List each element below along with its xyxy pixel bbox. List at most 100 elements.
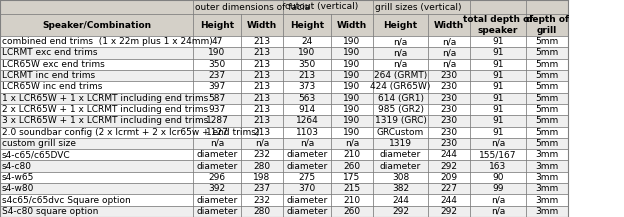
Bar — [526, 59, 568, 70]
Text: 230: 230 — [441, 128, 457, 137]
Bar — [470, 183, 526, 194]
Bar — [331, 47, 373, 59]
Text: 1287: 1287 — [205, 116, 228, 125]
Text: combined end trims  (1 x 22m plus 1 x 24mm): combined end trims (1 x 22m plus 1 x 24m… — [2, 37, 213, 46]
Text: 382: 382 — [392, 184, 409, 193]
Bar — [526, 183, 568, 194]
Text: diameter: diameter — [286, 207, 328, 216]
Bar — [193, 183, 241, 194]
Bar — [283, 81, 331, 93]
Text: 1127: 1127 — [205, 128, 228, 137]
Text: 1319 (GRC): 1319 (GRC) — [374, 116, 426, 125]
Text: custom grill size: custom grill size — [2, 139, 76, 148]
Bar — [428, 149, 470, 160]
Bar — [283, 194, 331, 206]
Text: 213: 213 — [253, 71, 271, 80]
Text: s4-c65/c65DVC: s4-c65/c65DVC — [2, 150, 71, 159]
Bar — [331, 149, 373, 160]
Text: 264 (GRMT): 264 (GRMT) — [374, 71, 427, 80]
Bar — [193, 138, 241, 149]
Text: n/a: n/a — [255, 139, 269, 148]
Text: 91: 91 — [492, 94, 504, 103]
Bar — [470, 206, 526, 217]
Bar — [331, 183, 373, 194]
Text: 3mm: 3mm — [535, 184, 558, 193]
Text: 937: 937 — [208, 105, 226, 114]
Text: 350: 350 — [298, 60, 316, 69]
Bar — [526, 138, 568, 149]
Bar — [241, 14, 283, 36]
Bar — [428, 36, 470, 47]
Text: 260: 260 — [343, 162, 361, 171]
Text: 210: 210 — [343, 150, 361, 159]
Bar — [373, 115, 428, 127]
Text: 213: 213 — [253, 37, 271, 46]
Text: diameter: diameter — [380, 150, 421, 159]
Bar — [526, 47, 568, 59]
Bar — [193, 160, 241, 172]
Text: 3mm: 3mm — [535, 150, 558, 159]
Text: 392: 392 — [208, 184, 225, 193]
Text: diameter: diameter — [286, 162, 328, 171]
Text: LCR65W inc end trims: LCR65W inc end trims — [2, 82, 102, 91]
Bar — [193, 172, 241, 183]
Text: grill sizes (vertical): grill sizes (vertical) — [375, 3, 462, 12]
Text: 91: 91 — [492, 37, 504, 46]
Text: 232: 232 — [253, 196, 270, 205]
Text: 2.0 soundbar config (2 x lcrmt + 2 x lcr65w + end trims): 2.0 soundbar config (2 x lcrmt + 2 x lcr… — [2, 128, 260, 137]
Bar — [526, 81, 568, 93]
Text: 296: 296 — [208, 173, 225, 182]
Bar — [470, 172, 526, 183]
Text: Height: Height — [383, 20, 417, 30]
Bar — [283, 206, 331, 217]
Text: 2 x LCR65W + 1 x LCRMT including end trims: 2 x LCR65W + 1 x LCRMT including end tri… — [2, 105, 208, 114]
Text: 213: 213 — [253, 82, 271, 91]
Text: Height: Height — [200, 20, 234, 30]
Text: 244: 244 — [392, 196, 409, 205]
Bar — [428, 70, 470, 81]
Bar — [283, 14, 331, 36]
Bar — [0, 59, 193, 70]
Text: 91: 91 — [492, 60, 504, 69]
Text: 91: 91 — [492, 71, 504, 80]
Text: 230: 230 — [441, 94, 457, 103]
Text: 213: 213 — [253, 94, 271, 103]
Bar — [283, 104, 331, 115]
Bar — [428, 93, 470, 104]
Bar — [373, 93, 428, 104]
Bar — [470, 14, 526, 36]
Text: s4c65/c65dvc Square option: s4c65/c65dvc Square option — [2, 196, 131, 205]
Text: GRCustom: GRCustom — [377, 128, 424, 137]
Text: 5mm: 5mm — [535, 139, 558, 148]
Bar — [241, 81, 283, 93]
Text: 373: 373 — [298, 82, 316, 91]
Text: 292: 292 — [441, 162, 457, 171]
Text: Width: Width — [337, 20, 367, 30]
Text: n/a: n/a — [491, 207, 505, 216]
Text: s4-w65: s4-w65 — [2, 173, 34, 182]
Text: 232: 232 — [253, 150, 270, 159]
Bar — [193, 149, 241, 160]
Bar — [193, 59, 241, 70]
Bar — [470, 0, 526, 14]
Text: 3mm: 3mm — [535, 196, 558, 205]
Bar — [526, 172, 568, 183]
Text: diameter: diameter — [286, 196, 328, 205]
Text: 3mm: 3mm — [535, 173, 558, 182]
Bar — [470, 138, 526, 149]
Bar — [193, 0, 283, 14]
Bar — [241, 194, 283, 206]
Text: n/a: n/a — [491, 196, 505, 205]
Bar — [193, 127, 241, 138]
Bar — [526, 149, 568, 160]
Text: diameter: diameter — [197, 207, 238, 216]
Bar — [373, 59, 428, 70]
Bar — [193, 70, 241, 81]
Bar — [526, 14, 568, 36]
Bar — [526, 93, 568, 104]
Bar — [0, 183, 193, 194]
Text: outer dimensions of facia: outer dimensions of facia — [195, 3, 310, 12]
Text: 215: 215 — [343, 184, 361, 193]
Bar — [373, 160, 428, 172]
Bar — [283, 138, 331, 149]
